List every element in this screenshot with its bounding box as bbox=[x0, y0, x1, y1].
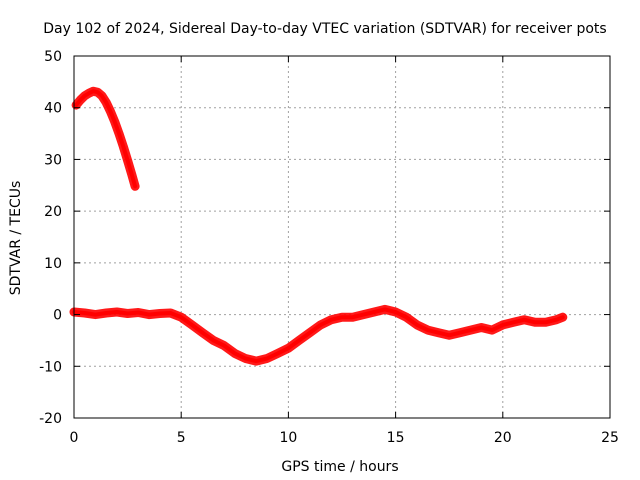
plot-frame bbox=[73, 55, 611, 419]
series-line-main-segment bbox=[72, 307, 565, 364]
x-tick-label: 20 bbox=[494, 430, 512, 446]
series-band-main-segment bbox=[69, 304, 568, 366]
x-tick-labels: 0 5 10 15 20 25 bbox=[70, 430, 619, 446]
y-axis-label: SDTVAR / TECUs bbox=[8, 181, 24, 296]
y-tick-label: -20 bbox=[39, 411, 62, 427]
chart-title: Day 102 of 2024, Sidereal Day-to-day VTE… bbox=[43, 21, 606, 37]
series-line-early-segment bbox=[74, 89, 138, 189]
y-tick-labels: -20 -10 0 10 20 30 40 50 bbox=[39, 49, 62, 427]
data-series bbox=[69, 86, 568, 366]
axis-ticks bbox=[73, 55, 611, 419]
y-tick-label: 50 bbox=[44, 49, 62, 65]
y-tick-label: 0 bbox=[53, 308, 62, 324]
y-tick-label: 40 bbox=[44, 101, 62, 117]
y-tick-label: -10 bbox=[39, 359, 62, 375]
x-tick-label: 10 bbox=[279, 430, 297, 446]
x-tick-label: 5 bbox=[177, 430, 186, 446]
x-tick-label: 0 bbox=[70, 430, 79, 446]
y-tick-label: 20 bbox=[44, 204, 62, 220]
gridlines bbox=[74, 56, 610, 418]
x-tick-label: 25 bbox=[601, 430, 619, 446]
y-tick-label: 30 bbox=[44, 152, 62, 168]
x-tick-label: 15 bbox=[387, 430, 405, 446]
y-tick-label: 10 bbox=[44, 256, 62, 272]
x-axis-label: GPS time / hours bbox=[281, 459, 398, 475]
